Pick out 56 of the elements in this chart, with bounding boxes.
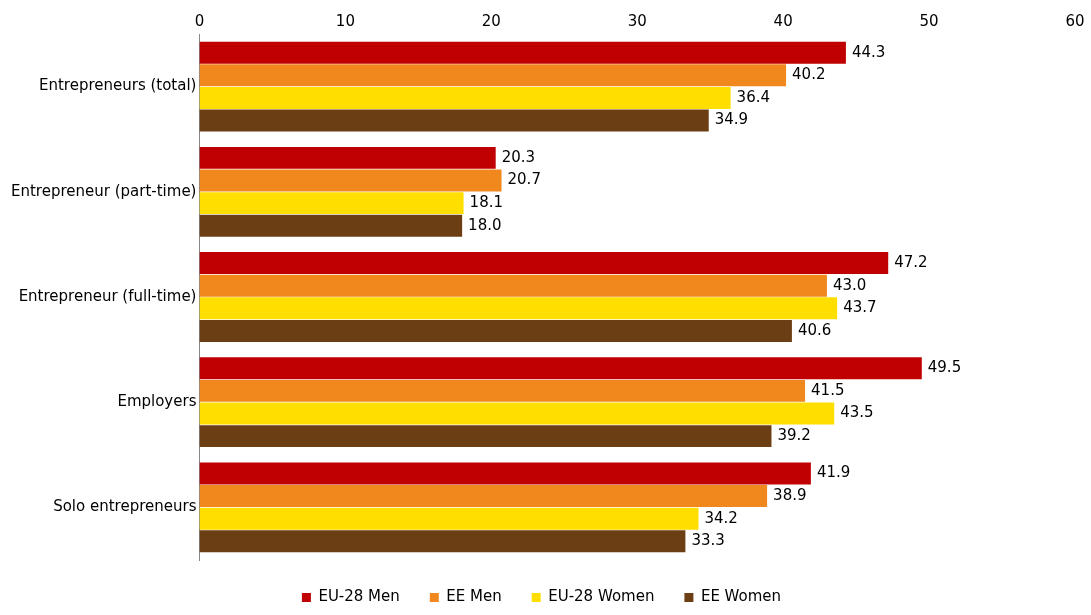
bar [199, 64, 787, 87]
x-tick-label: 0 [194, 11, 205, 30]
data-label: 40.2 [792, 65, 826, 84]
y-tick-label: Entrepreneur (part-time) [11, 181, 197, 200]
legend-label: EU-28 Women [548, 587, 655, 606]
x-tick-label: 10 [335, 11, 355, 30]
x-tick-label: 60 [1065, 11, 1085, 30]
bar [199, 425, 772, 448]
bar [199, 357, 922, 380]
legend-label: EE Women [700, 587, 782, 606]
y-tick-label: Entrepreneurs (total) [38, 76, 197, 95]
data-label: 49.5 [927, 358, 962, 377]
y-tick-label: Solo entrepreneurs [53, 497, 197, 516]
data-label: 43.5 [840, 403, 874, 422]
bar [199, 507, 699, 530]
bar [199, 274, 827, 297]
bar [199, 41, 846, 64]
bar [199, 146, 496, 169]
bar [199, 192, 464, 215]
data-label: 36.4 [736, 87, 771, 106]
data-label: 20.7 [507, 170, 541, 189]
y-tick-label: Entrepreneur (full-time) [18, 286, 197, 305]
data-label: 20.3 [501, 147, 536, 166]
data-label: 34.9 [714, 110, 749, 129]
bar [199, 252, 889, 275]
data-label: 34.2 [704, 508, 738, 527]
bar [199, 86, 731, 109]
bar [199, 462, 811, 485]
data-label: 38.9 [773, 485, 807, 504]
data-label: 44.3 [851, 42, 886, 61]
x-tick-label: 50 [919, 11, 939, 30]
y-tick-label: Employers [117, 392, 197, 411]
data-label: 39.2 [777, 426, 811, 445]
x-tick-label: 20 [481, 11, 501, 30]
legend-label: EU-28 Men [318, 587, 400, 606]
data-label: 33.3 [691, 531, 725, 550]
bar [199, 214, 463, 237]
x-tick-label: 40 [773, 11, 793, 30]
bar [199, 169, 502, 192]
data-label: 18.1 [469, 193, 503, 211]
data-label: 41.5 [811, 380, 845, 399]
bar [199, 109, 709, 132]
bar [199, 485, 768, 508]
bar [199, 402, 835, 425]
data-label: 43.7 [843, 298, 877, 317]
legend-label: EE Men [446, 587, 502, 606]
bar [199, 297, 838, 320]
data-label: 43.0 [832, 275, 867, 294]
bar [199, 379, 806, 402]
x-tick-label: 30 [627, 11, 647, 30]
data-label: 41.9 [816, 463, 851, 482]
bar [199, 319, 792, 342]
bar [199, 530, 686, 553]
data-label: 40.6 [797, 320, 832, 339]
data-label: 18.0 [468, 215, 502, 234]
data-label: 47.2 [894, 252, 928, 271]
